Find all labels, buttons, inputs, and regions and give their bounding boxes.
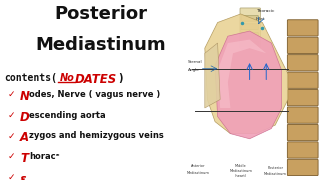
FancyBboxPatch shape (287, 89, 318, 106)
Polygon shape (215, 31, 282, 139)
Text: Anterior: Anterior (191, 164, 206, 168)
Text: Inlet: Inlet (256, 17, 266, 21)
Text: ): ) (118, 73, 123, 83)
Text: Posterior: Posterior (267, 166, 283, 170)
Text: zygos and hemizygous veins: zygos and hemizygous veins (29, 131, 164, 140)
Text: horacᵉ: horacᵉ (29, 152, 60, 161)
Text: ✓: ✓ (8, 131, 16, 140)
FancyBboxPatch shape (287, 55, 318, 71)
Text: ε: ε (20, 173, 27, 180)
FancyBboxPatch shape (241, 32, 258, 38)
Text: contents(: contents( (4, 73, 57, 83)
Text: Mediastinum: Mediastinum (264, 172, 287, 176)
FancyBboxPatch shape (241, 24, 258, 30)
FancyBboxPatch shape (241, 41, 258, 47)
FancyBboxPatch shape (287, 37, 318, 53)
Text: T: T (20, 152, 28, 165)
FancyBboxPatch shape (287, 142, 318, 158)
Text: Mediastinum: Mediastinum (187, 171, 210, 175)
FancyBboxPatch shape (287, 20, 318, 36)
Text: Sternal: Sternal (188, 60, 203, 64)
Polygon shape (205, 14, 288, 134)
Text: ✓: ✓ (8, 173, 16, 180)
Text: (heart): (heart) (235, 174, 247, 178)
FancyBboxPatch shape (240, 8, 260, 49)
Text: Thoracic: Thoracic (256, 9, 274, 13)
Text: escending aorta: escending aorta (29, 111, 106, 120)
FancyBboxPatch shape (287, 72, 318, 88)
Text: Posterior: Posterior (54, 5, 147, 23)
Text: Middle: Middle (235, 164, 246, 168)
Text: Mediastinum: Mediastinum (229, 169, 252, 173)
FancyBboxPatch shape (287, 124, 318, 141)
Text: D: D (20, 111, 30, 124)
Text: DATES: DATES (75, 73, 117, 86)
FancyBboxPatch shape (287, 107, 318, 123)
Text: Mediastinum: Mediastinum (36, 36, 166, 54)
FancyBboxPatch shape (287, 159, 318, 176)
Text: No: No (60, 73, 74, 83)
Polygon shape (205, 43, 220, 108)
Text: ✓: ✓ (8, 90, 16, 99)
Text: A: A (20, 131, 29, 144)
FancyBboxPatch shape (241, 15, 258, 21)
Text: ✓: ✓ (8, 152, 16, 161)
Text: odes, Nerve ( vagus nerve ): odes, Nerve ( vagus nerve ) (29, 90, 161, 99)
Text: Angle: Angle (188, 68, 200, 72)
Text: ✓: ✓ (8, 111, 16, 120)
Text: N: N (20, 90, 30, 103)
Polygon shape (218, 40, 266, 108)
